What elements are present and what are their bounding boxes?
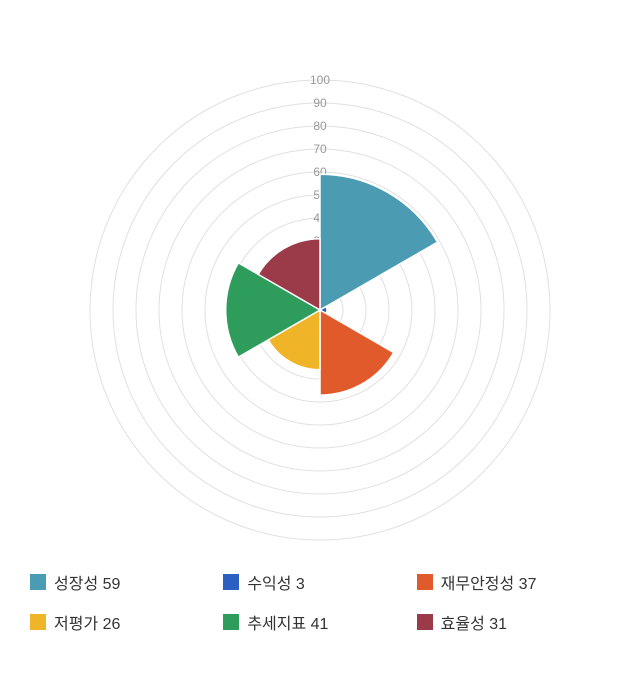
chart-legend: 성장성 59 수익성 3 재무안정성 37 저평가 26 추세지표 41 효율성 31 (0, 560, 640, 660)
legend-item: 효율성 31 (417, 610, 610, 634)
legend-swatch (223, 574, 239, 590)
polar-chart-container: 0102030405060708090100 성장성 59수익성 3재무안정성 … (0, 0, 640, 700)
svg-text:90: 90 (313, 96, 327, 110)
legend-label: 성장성 59 (54, 570, 120, 594)
legend-swatch (30, 574, 46, 590)
polar-chart-svg: 0102030405060708090100 (0, 0, 640, 560)
legend-label: 효율성 31 (441, 610, 507, 634)
legend-swatch (30, 614, 46, 630)
legend-label: 추세지표 41 (247, 610, 328, 634)
legend-swatch (417, 574, 433, 590)
legend-label: 재무안정성 37 (441, 570, 537, 594)
legend-item: 성장성 59 (30, 570, 223, 594)
svg-text:100: 100 (310, 73, 330, 87)
legend-item: 수익성 3 (223, 570, 416, 594)
svg-text:80: 80 (313, 119, 327, 133)
legend-swatch (417, 614, 433, 630)
legend-label: 수익성 3 (247, 570, 305, 594)
svg-text:70: 70 (313, 142, 327, 156)
legend-item: 저평가 26 (30, 610, 223, 634)
legend-swatch (223, 614, 239, 630)
legend-item: 추세지표 41 (223, 610, 416, 634)
legend-label: 저평가 26 (54, 610, 120, 634)
legend-item: 재무안정성 37 (417, 570, 610, 594)
